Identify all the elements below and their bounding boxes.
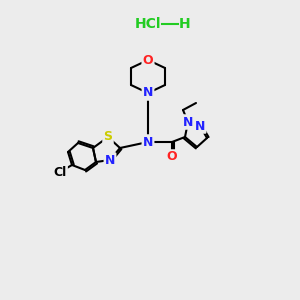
Text: N: N xyxy=(195,119,205,133)
Text: Cl: Cl xyxy=(53,166,67,178)
Text: N: N xyxy=(143,136,153,148)
Text: N: N xyxy=(143,86,153,100)
Text: H: H xyxy=(179,17,191,31)
Text: HCl: HCl xyxy=(135,17,161,31)
Text: N: N xyxy=(105,154,115,166)
Text: N: N xyxy=(183,116,193,128)
Text: O: O xyxy=(143,53,153,67)
Text: O: O xyxy=(167,151,177,164)
Text: S: S xyxy=(103,130,112,143)
